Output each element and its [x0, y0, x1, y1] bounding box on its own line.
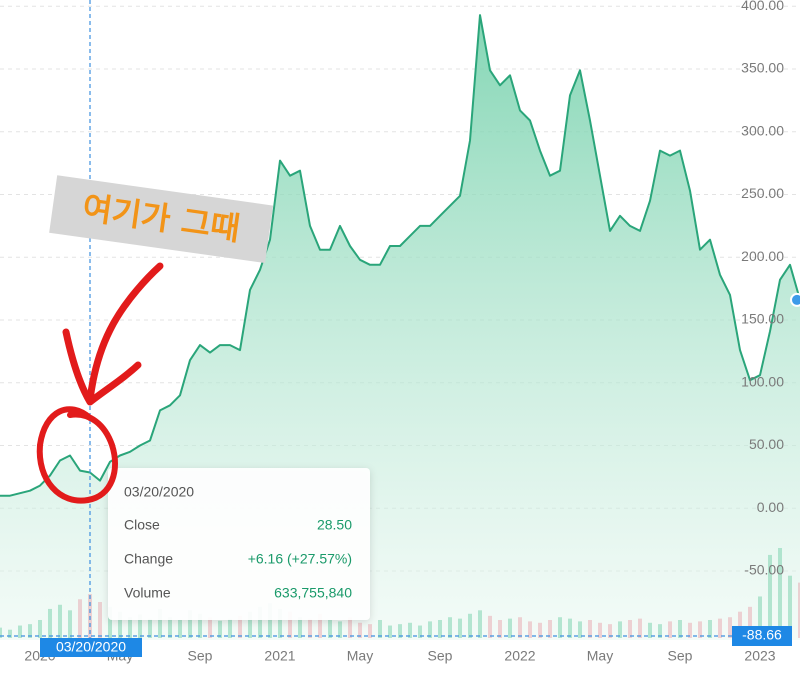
tooltip: 03/20/2020 Close 28.50 Change +6.16 (+27…	[108, 468, 370, 620]
y-tick-label: 200.00	[741, 248, 784, 264]
tooltip-label: Close	[124, 517, 160, 533]
x-tick-label: Sep	[188, 648, 213, 664]
crosshair-date: 03/20/2020	[56, 639, 126, 655]
crosshair-price-box	[732, 626, 792, 646]
x-tick-label: 2022	[504, 648, 535, 664]
y-tick-label: 0.00	[757, 499, 784, 515]
y-tick-label: 100.00	[741, 373, 784, 389]
y-tick-label: -50.00	[744, 562, 784, 578]
last-price-marker	[790, 292, 800, 307]
annotation: 여기가 그때	[49, 175, 274, 264]
tooltip-box	[108, 468, 370, 620]
x-tick-label: May	[587, 648, 613, 664]
tooltip-label: Change	[124, 551, 173, 567]
x-tick-label: 2021	[264, 648, 295, 664]
tooltip-label: Volume	[124, 585, 171, 601]
crosshair-date-box	[40, 638, 142, 657]
y-tick-label: 50.00	[749, 436, 784, 452]
arrow-head	[62, 328, 142, 406]
y-tick-label: 350.00	[741, 60, 784, 76]
x-tick-label: May	[347, 648, 373, 664]
y-tick-label: 150.00	[741, 311, 784, 327]
y-tick-label: 400.00	[741, 0, 784, 13]
y-tick-label: 250.00	[741, 185, 784, 201]
y-tick-label: 300.00	[741, 122, 784, 138]
crosshair-price: -88.66	[742, 627, 782, 643]
tooltip-date: 03/20/2020	[124, 484, 194, 500]
x-tick-label: Sep	[668, 648, 693, 664]
annotation-box	[49, 175, 274, 264]
tooltip-value: 633,755,840	[274, 585, 352, 601]
circle-annotation	[36, 406, 118, 504]
arrow-shaft	[86, 262, 164, 404]
tooltip-value: +6.16 (+27.57%)	[248, 551, 352, 567]
price-line	[0, 14, 800, 497]
x-tick-label: Sep	[428, 648, 453, 664]
x-tick-label: 2023	[744, 648, 775, 664]
tooltip-value: 28.50	[317, 517, 352, 533]
